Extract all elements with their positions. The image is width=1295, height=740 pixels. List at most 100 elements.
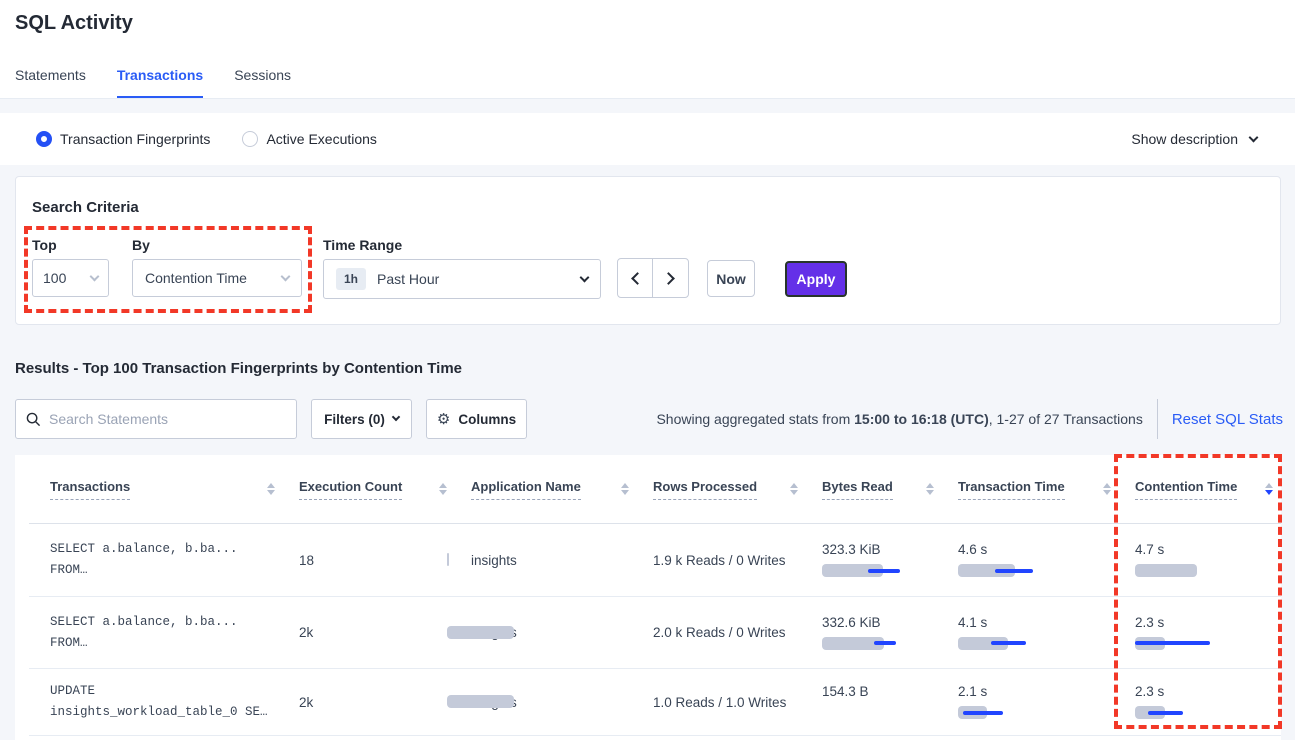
execution-count-bar	[373, 553, 463, 567]
columns-label: Columns	[458, 411, 517, 427]
table-row[interactable]: SELECT a.balance, b.ba... FROM… 18 insig…	[29, 524, 1281, 597]
top-select-value: 100	[43, 270, 67, 286]
chevron-down-icon	[391, 412, 401, 422]
tab-sessions[interactable]: Sessions	[234, 67, 292, 83]
chevron-down-icon	[579, 272, 590, 282]
columns-button[interactable]: ⚙ Columns	[426, 399, 527, 439]
next-time-button[interactable]	[653, 259, 688, 297]
search-statements-box	[15, 399, 297, 439]
view-toggle-bar: Transaction Fingerprints Active Executio…	[0, 113, 1295, 165]
divider	[1156, 399, 1158, 439]
results-heading: Results - Top 100 Transaction Fingerprin…	[15, 360, 463, 377]
column-header-contention-time[interactable]: Contention Time	[1135, 479, 1281, 500]
column-header-rows-processed[interactable]: Rows Processed	[653, 479, 822, 500]
time-range-label: Time Range	[323, 237, 403, 253]
contention-time-cell: 4.7 s	[1135, 542, 1281, 578]
column-header-bytes-read[interactable]: Bytes Read	[822, 479, 958, 500]
time-range-badge: 1h	[336, 268, 367, 290]
transaction-time-cell: 4.6 s	[958, 542, 1135, 578]
radio-active-executions[interactable]: Active Executions	[242, 131, 377, 147]
sort-icon-desc-active[interactable]	[1257, 483, 1273, 495]
transaction-time-bar	[958, 706, 1135, 720]
application-name-cell: insights	[471, 552, 517, 568]
filters-button[interactable]: Filters (0)	[311, 399, 412, 439]
execution-count-cell: 2k	[299, 669, 514, 735]
bytes-read-bar	[822, 564, 958, 578]
bytes-read-bar	[822, 706, 958, 720]
search-criteria-card: Search Criteria Top By Time Range 100 Co…	[15, 176, 1281, 325]
bytes-read-bar	[822, 636, 958, 651]
column-header-transaction-time[interactable]: Transaction Time	[958, 479, 1135, 500]
sort-icon[interactable]	[1095, 483, 1111, 495]
transaction-time-bar	[958, 636, 1135, 651]
sort-icon[interactable]	[613, 483, 629, 495]
execution-count-bar	[373, 625, 514, 640]
table-row[interactable]: UPDATE insights_workload_table_0 SE… 2k …	[29, 669, 1281, 736]
search-icon	[26, 412, 41, 426]
execution-count-cell: 18	[299, 524, 471, 596]
page-header: SQL Activity Statements Transactions Ses…	[0, 0, 1295, 99]
transactions-table: Transactions Execution Count Application…	[15, 455, 1281, 740]
search-statements-input[interactable]	[49, 411, 286, 427]
search-criteria-heading: Search Criteria	[32, 199, 139, 216]
bytes-read-cell: 323.3 KiB	[822, 542, 958, 578]
table-header-row: Transactions Execution Count Application…	[29, 455, 1281, 524]
time-range-select[interactable]: 1h Past Hour	[323, 259, 601, 299]
aggregated-stats-text: Showing aggregated stats from 15:00 to 1…	[656, 411, 1143, 427]
transaction-time-cell: 4.1 s	[958, 615, 1135, 651]
by-select[interactable]: Contention Time	[132, 259, 302, 297]
sort-icon[interactable]	[431, 483, 447, 495]
tab-transactions[interactable]: Transactions	[116, 67, 204, 98]
tab-statements[interactable]: Statements	[15, 67, 86, 83]
radio-selected-icon[interactable]	[36, 131, 52, 147]
top-label: Top	[32, 237, 57, 253]
column-header-execution-count[interactable]: Execution Count	[299, 479, 471, 500]
radio-unselected-icon[interactable]	[242, 131, 259, 147]
by-select-value: Contention Time	[145, 270, 247, 286]
sort-icon[interactable]	[259, 483, 275, 495]
radio-transaction-fingerprints[interactable]: Transaction Fingerprints	[36, 131, 210, 147]
radio-label: Active Executions	[266, 131, 377, 147]
tab-bar: Statements Transactions Sessions	[15, 67, 322, 98]
chevron-right-icon	[662, 271, 675, 285]
bytes-read-cell: 154.3 B	[822, 684, 958, 720]
view-radio-group: Transaction Fingerprints Active Executio…	[36, 131, 409, 147]
transaction-fingerprint-link[interactable]: UPDATE insights_workload_table_0 SE…	[50, 684, 268, 719]
filters-label: Filters (0)	[324, 411, 385, 427]
stats-area: Showing aggregated stats from 15:00 to 1…	[656, 399, 1283, 439]
apply-button[interactable]: Apply	[785, 261, 847, 297]
rows-processed-cell: 2.0 k Reads / 0 Writes	[653, 625, 786, 640]
rows-processed-cell: 1.0 Reads / 1.0 Writes	[653, 694, 787, 710]
top-select[interactable]: 100	[32, 259, 109, 297]
sort-icon[interactable]	[918, 483, 934, 495]
gear-icon: ⚙	[436, 410, 451, 428]
rows-processed-cell: 1.9 k Reads / 0 Writes	[653, 552, 786, 568]
by-label: By	[132, 237, 150, 253]
transaction-time-cell: 2.1 s	[958, 684, 1135, 720]
contention-time-cell: 2.3 s	[1135, 684, 1281, 720]
execution-count-cell: 2k	[299, 597, 514, 668]
transaction-fingerprint-link[interactable]: SELECT a.balance, b.ba... FROM…	[50, 542, 238, 577]
now-button[interactable]: Now	[707, 260, 755, 297]
prev-time-button[interactable]	[618, 259, 653, 297]
time-range-value: Past Hour	[377, 271, 440, 287]
contention-time-cell: 2.3 s	[1135, 615, 1281, 651]
transaction-fingerprint-link[interactable]: SELECT a.balance, b.ba... FROM…	[50, 614, 238, 650]
chevron-down-icon	[89, 271, 100, 281]
chevron-left-icon	[630, 271, 644, 285]
radio-label: Transaction Fingerprints	[60, 131, 211, 147]
reset-sql-stats-link[interactable]: Reset SQL Stats	[1171, 410, 1283, 428]
table-row[interactable]: SELECT a.balance, b.ba... FROM… 2k insig…	[29, 597, 1281, 669]
chevron-down-icon	[280, 271, 291, 281]
bytes-read-cell: 332.6 KiB	[822, 615, 958, 651]
chevron-down-icon	[1248, 132, 1259, 142]
execution-count-bar	[373, 695, 514, 709]
contention-time-bar	[1135, 564, 1281, 578]
page-title: SQL Activity	[15, 12, 133, 34]
show-description-toggle[interactable]: Show description	[1131, 131, 1259, 147]
sort-icon[interactable]	[782, 483, 798, 495]
column-header-application-name[interactable]: Application Name	[471, 479, 653, 500]
contention-time-bar	[1135, 636, 1281, 651]
contention-time-bar	[1135, 706, 1281, 720]
column-header-transactions[interactable]: Transactions	[50, 479, 299, 500]
